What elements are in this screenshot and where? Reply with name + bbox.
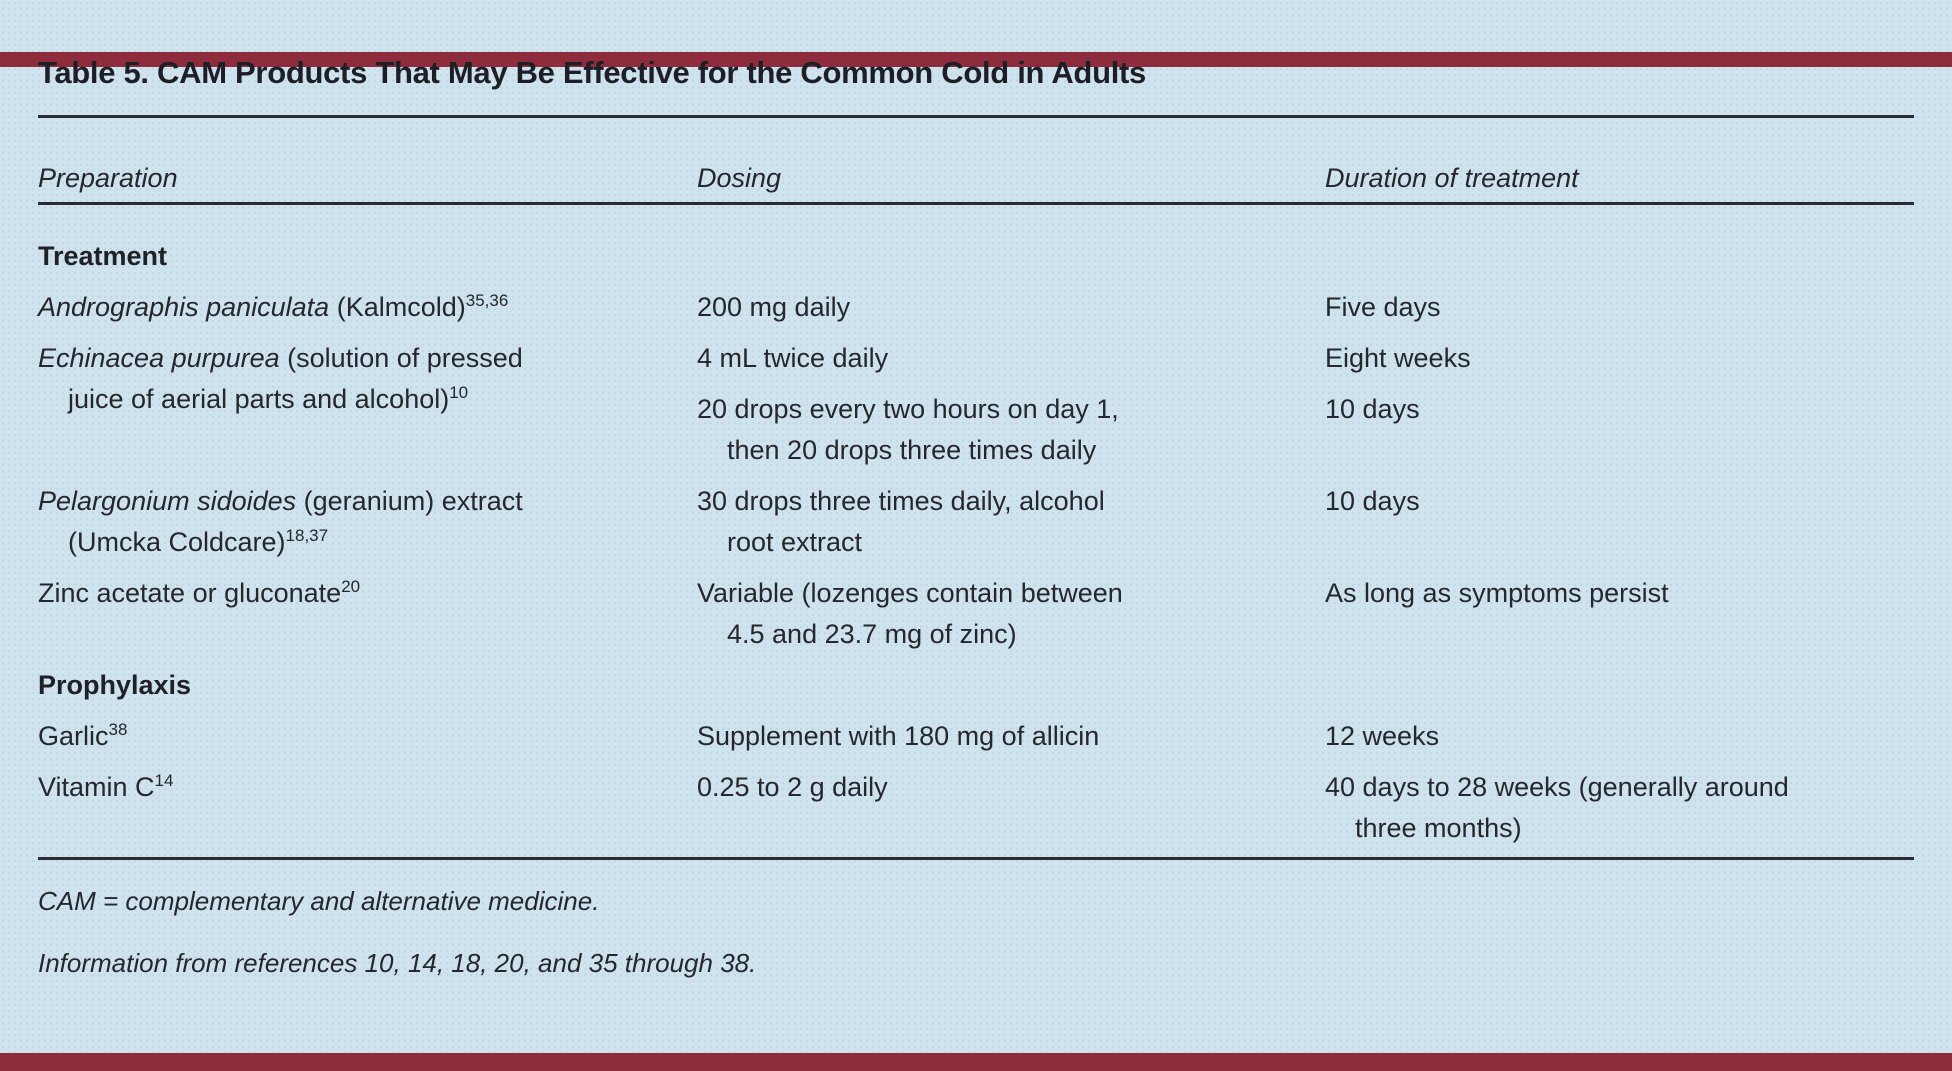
footer-divider [38,857,1914,860]
journal-table-page: { "page": { "accent_color": "#8e2b3c", "… [0,52,1952,1071]
reference-superscript: 38 [108,720,128,739]
prep-cell-zinc: Zinc acetate or gluconate20 [38,573,697,614]
dosing-cell-vitamin-c: 0.25 to 2 g daily [697,772,888,802]
header-divider [38,202,1914,205]
duration-cell-echinacea-1: Eight weeks [1325,343,1471,373]
duration-cell-andrographis: Five days [1325,292,1441,322]
prep-detail: Garlic [38,721,109,751]
dosing-cell-pelargonium: 30 drops three times daily, alcohol root… [697,486,1105,557]
title-divider [38,115,1914,118]
top-accent-bar [0,52,1952,67]
prep-cell-pelargonium: Pelargonium sidoides (geranium) extract … [38,481,697,563]
table-title: Table 5. CAM Products That May Be Effect… [38,55,1146,90]
column-header-duration: Duration of treatment [1325,163,1579,193]
dosing-cell-echinacea-1: 4 mL twice daily [697,343,889,373]
reference-superscript: 14 [154,771,174,790]
species-name: Echinacea purpurea [38,343,280,373]
prep-cell-echinacea: Echinacea purpurea (solution of pressed … [38,338,697,420]
duration-cell-garlic: 12 weeks [1325,721,1440,751]
prep-cell-vitamin-c: Vitamin C14 [38,767,697,808]
prep-cell-garlic: Garlic38 [38,716,697,757]
section-header-prophylaxis: Prophylaxis [38,670,192,700]
footnotes: CAM = complementary and alternative medi… [38,882,1914,982]
column-header-dosing: Dosing [697,163,782,193]
duration-cell-pelargonium: 10 days [1325,486,1420,516]
footnote-abbreviation: CAM = complementary and alternative medi… [38,886,600,916]
species-name: Pelargonium sidoides [38,486,297,516]
dosing-cell-garlic: Supplement with 180 mg of allicin [697,721,1100,751]
dosing-cell-zinc: Variable (lozenges contain between 4.5 a… [697,578,1123,649]
reference-superscript: 18,37 [285,526,329,545]
bottom-accent-bar [0,1053,1952,1071]
prep-detail: (geranium) extract (Umcka Coldcare) [68,486,523,557]
species-name: Andrographis paniculata [38,292,330,322]
prep-detail: Zinc acetate or gluconate [38,578,342,608]
dosing-cell-echinacea-2: 20 drops every two hours on day 1, then … [697,394,1119,465]
duration-cell-zinc: As long as symptoms persist [1325,578,1669,608]
column-header-preparation: Preparation [38,163,178,193]
reference-superscript: 10 [449,383,469,402]
prep-detail: (solution of pressed juice of aerial par… [68,343,523,414]
duration-cell-echinacea-2: 10 days [1325,394,1420,424]
prep-detail: (Kalmcold) [329,292,466,322]
prep-detail: Vitamin C [38,772,155,802]
column-header-row: Preparation Dosing Duration of treatment [38,158,1914,199]
reference-superscript: 35,36 [465,291,509,310]
duration-cell-vitamin-c: 40 days to 28 weeks (generally around th… [1325,772,1789,843]
reference-superscript: 20 [341,577,361,596]
dosing-cell-andrographis: 200 mg daily [697,292,851,322]
section-header-treatment: Treatment [38,241,168,271]
prep-cell-andrographis: Andrographis paniculata (Kalmcold)35,36 [38,287,697,328]
table-body: Treatment Andrographis paniculata (Kalmc… [38,236,1914,849]
footnote-references: Information from references 10, 14, 18, … [38,948,757,978]
table-container: Table 5. CAM Products That May Be Effect… [0,52,1952,982]
